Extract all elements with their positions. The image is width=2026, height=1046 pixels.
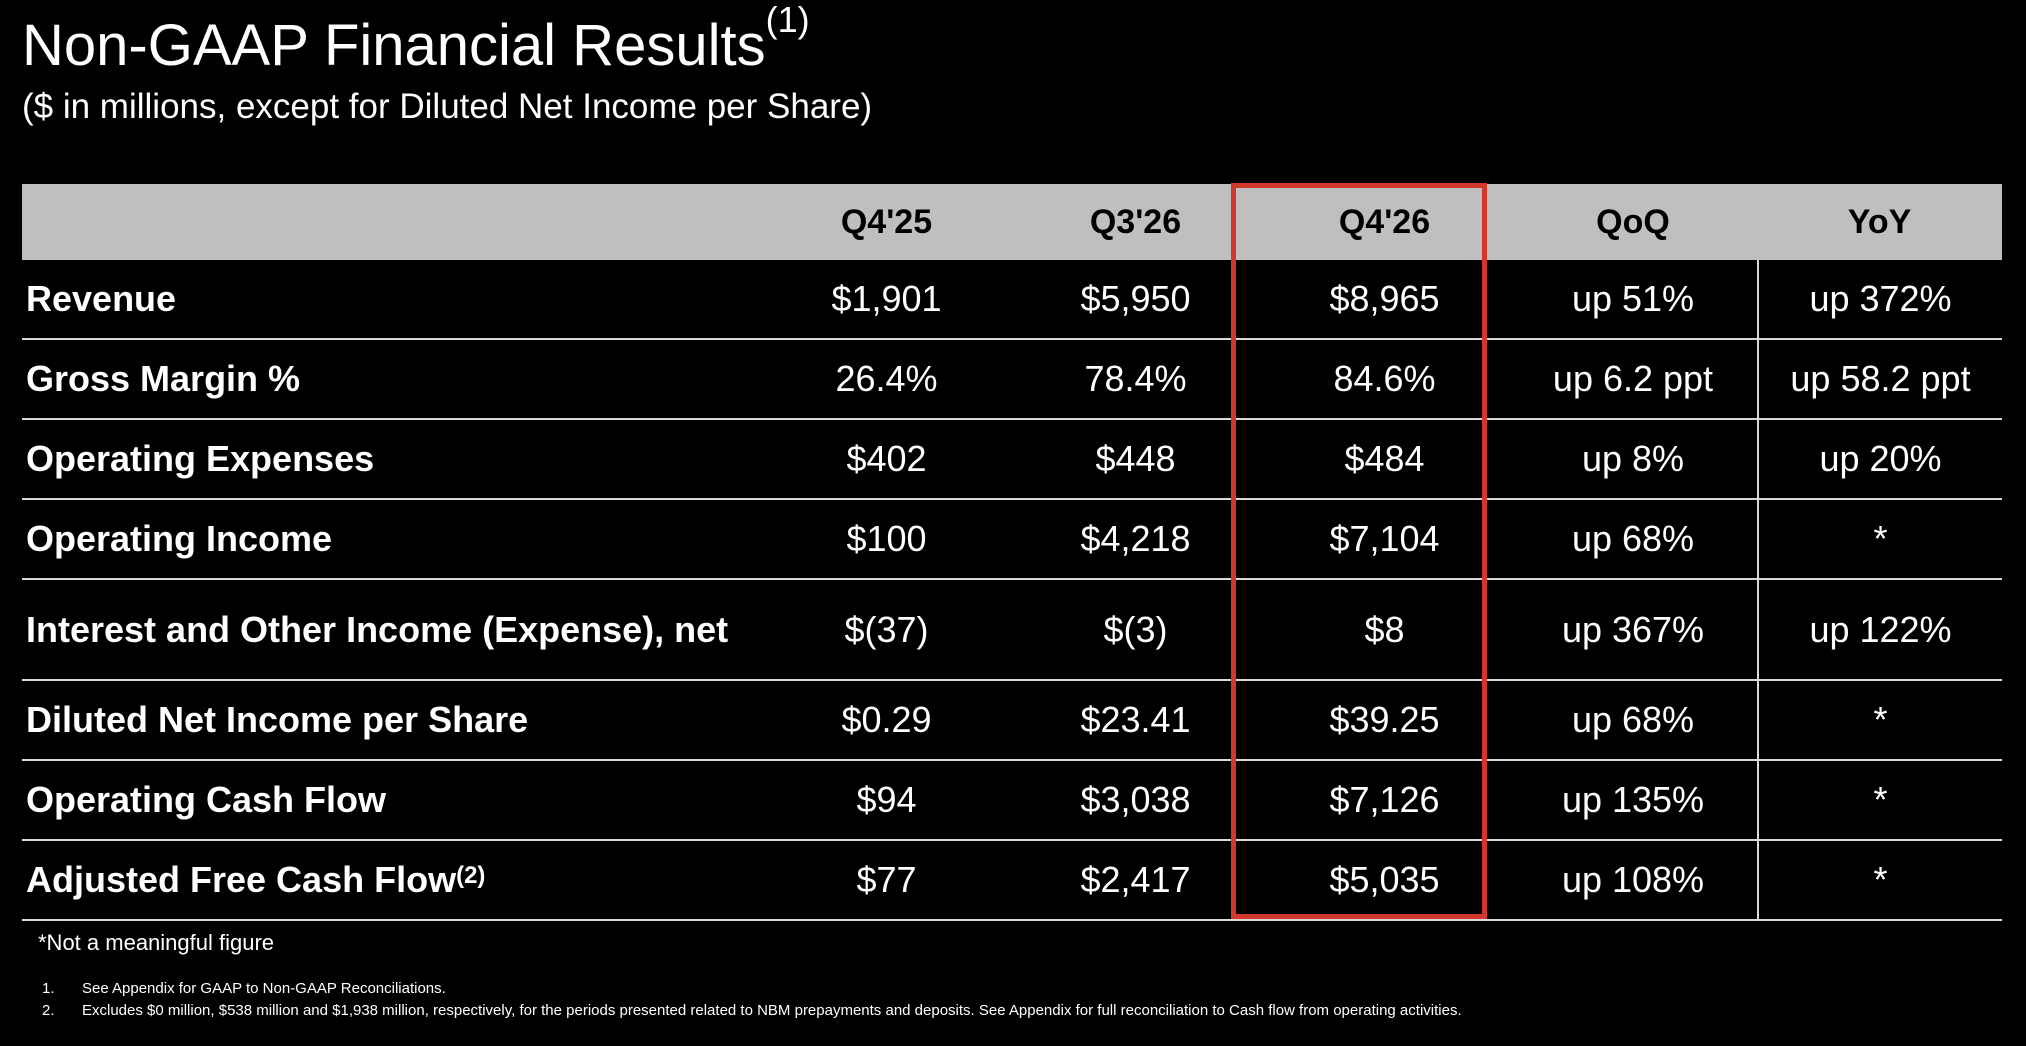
row-label-text: Operating Income (26, 518, 333, 559)
cell-qoq: up 68% (1571, 518, 1695, 559)
row-label-text: Gross Margin % (26, 358, 301, 399)
cell-q326: $5,950 (1080, 278, 1191, 319)
table-row: Gross Margin % 26.4% 78.4% 84.6% up 6.2 … (22, 340, 2002, 420)
cell-yoy: * (1757, 761, 2002, 839)
cell-qoq: up 6.2 ppt (1552, 358, 1714, 399)
financial-results-table: Q4'25 Q3'26 Q4'26 QoQ YoY Revenue $1,901… (22, 184, 2002, 921)
table-row: Revenue $1,901 $5,950 $8,965 up 51% up 3… (22, 260, 2002, 340)
table-row: Operating Income $100 $4,218 $7,104 up 6… (22, 500, 2002, 580)
cell-yoy: * (1757, 500, 2002, 578)
cell-q426: $484 (1344, 438, 1425, 479)
cell-q326: $(3) (1103, 608, 1168, 650)
cell-q326: $4,218 (1080, 518, 1191, 559)
cell-q425: $(37) (844, 608, 929, 650)
cell-qoq: up 51% (1571, 278, 1695, 319)
table-row: Interest and Other Income (Expense), net… (22, 580, 2002, 681)
cell-yoy: up 20% (1757, 420, 2002, 498)
row-label: Adjusted Free Cash Flow (2) (22, 841, 762, 919)
cell-yoy: up 122% (1757, 580, 2002, 679)
cell-qoq: up 108% (1561, 859, 1705, 900)
cell-q425: $100 (846, 518, 927, 559)
footnotes: 1. See Appendix for GAAP to Non-GAAP Rec… (42, 978, 1462, 1022)
row-label: Operating Income (22, 500, 762, 578)
cell-q326: $448 (1095, 438, 1176, 479)
table-row: Operating Cash Flow $94 $3,038 $7,126 up… (22, 761, 2002, 841)
cell-qoq: up 68% (1571, 699, 1695, 740)
cell-qoq: up 8% (1581, 438, 1685, 479)
cell-q426: $7,126 (1329, 779, 1440, 820)
cell-q425: $1,901 (831, 278, 942, 319)
header-q425: Q4'25 (840, 202, 933, 241)
cell-q425: $402 (846, 438, 927, 479)
page-subtitle: ($ in millions, except for Diluted Net I… (22, 87, 873, 126)
header-label (22, 184, 762, 260)
row-label: Diluted Net Income per Share (22, 681, 762, 759)
row-label-text: Revenue (26, 278, 177, 319)
cell-q426: $7,104 (1329, 518, 1440, 559)
footnote-text: Excludes $0 million, $538 million and $1… (82, 1002, 1462, 1019)
header-yoy: YoY (1847, 202, 1912, 241)
row-label-text: Operating Expenses (26, 438, 375, 479)
row-label-footnote-ref: (2) (456, 862, 486, 889)
cell-q425: $77 (856, 859, 917, 900)
cell-q425: $94 (856, 779, 917, 820)
page-title-text: Non-GAAP Financial Results (22, 13, 766, 78)
row-label: Revenue (22, 260, 762, 338)
cell-q425: $0.29 (841, 699, 932, 740)
cell-q426: $39.25 (1329, 699, 1440, 740)
cell-q426: $8,965 (1329, 278, 1440, 319)
cell-q326: $3,038 (1080, 779, 1191, 820)
row-label-text: Diluted Net Income per Share (26, 699, 529, 740)
cell-q326: $23.41 (1080, 699, 1191, 740)
row-label: Operating Cash Flow (22, 761, 762, 839)
footnote-number: 2. (42, 1002, 55, 1019)
page-title-footnote-ref: (1) (765, 0, 810, 40)
header-qoq: QoQ (1596, 202, 1670, 241)
cell-q425: 26.4% (835, 358, 938, 399)
cell-yoy: up 58.2 ppt (1757, 340, 2002, 418)
not-meaningful-note: *Not a meaningful figure (38, 930, 275, 955)
row-label: Gross Margin % (22, 340, 762, 418)
row-label-text: Adjusted Free Cash Flow (26, 859, 457, 900)
cell-qoq: up 135% (1561, 779, 1705, 820)
cell-yoy: * (1757, 841, 2002, 919)
footnote-text: See Appendix for GAAP to Non-GAAP Reconc… (82, 980, 446, 997)
table-row: Adjusted Free Cash Flow (2) $77 $2,417 $5… (22, 841, 2002, 921)
cell-yoy: up 372% (1757, 260, 2002, 338)
table-header-row: Q4'25 Q3'26 Q4'26 QoQ YoY (22, 184, 2002, 260)
header-q426: Q4'26 (1338, 202, 1431, 241)
footnote-item: 2. Excludes $0 million, $538 million and… (42, 1000, 1462, 1022)
row-label: Interest and Other Income (Expense), net (22, 580, 762, 679)
cell-q426: 84.6% (1333, 358, 1436, 399)
row-label-text: Operating Cash Flow (26, 779, 387, 820)
table-row: Diluted Net Income per Share $0.29 $23.4… (22, 681, 2002, 761)
header-q326: Q3'26 (1089, 202, 1182, 241)
cell-q326: $2,417 (1080, 859, 1191, 900)
page-title: Non-GAAP Financial Results(1) (22, 2, 810, 84)
cell-qoq: up 367% (1561, 608, 1705, 650)
footnote-item: 1. See Appendix for GAAP to Non-GAAP Rec… (42, 978, 1462, 1000)
row-label: Operating Expenses (22, 420, 762, 498)
row-label-text: Interest and Other Income (Expense), net (26, 608, 729, 650)
cell-q426: $5,035 (1329, 859, 1440, 900)
table-row: Operating Expenses $402 $448 $484 up 8% … (22, 420, 2002, 500)
cell-q426: $8 (1364, 608, 1405, 650)
cell-yoy: * (1757, 681, 2002, 759)
cell-q326: 78.4% (1084, 358, 1187, 399)
footnote-number: 1. (42, 980, 55, 997)
